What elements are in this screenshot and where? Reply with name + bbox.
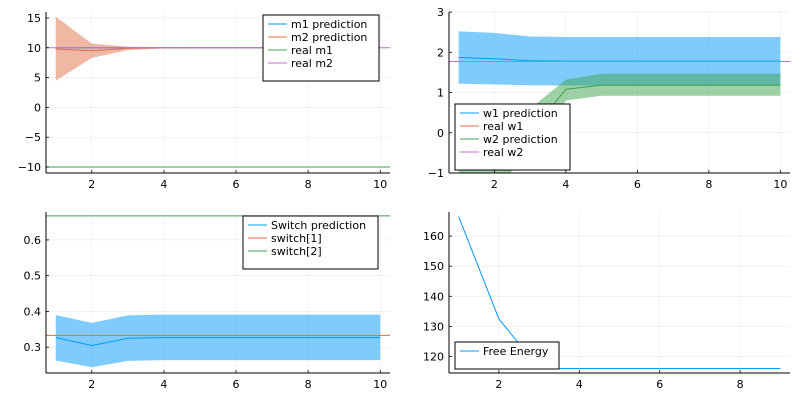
y-tick-label: 0.5 — [24, 270, 42, 283]
y-tick-label: 15 — [27, 12, 41, 25]
legend-box — [454, 341, 560, 370]
legend-entry: real m2 — [291, 57, 333, 70]
x-tick-label: 10 — [373, 378, 387, 391]
x-tick-label: 4 — [562, 178, 569, 191]
y-tick-label: 10 — [27, 42, 41, 55]
legend-entry: real m1 — [291, 44, 333, 57]
x-tick-label: 6 — [656, 378, 663, 391]
y-tick-label: 0.3 — [24, 341, 42, 354]
x-tick-label: 4 — [160, 378, 167, 391]
legend-entry: switch[1] — [271, 232, 322, 245]
x-tick-label: 8 — [305, 178, 312, 191]
plot-area — [458, 216, 781, 369]
y-tick-label: 160 — [423, 230, 444, 243]
x-tick-label: 2 — [88, 178, 95, 191]
y-tick-label: 1 — [437, 87, 444, 100]
legend-entry: real w2 — [483, 146, 523, 159]
x-tick-label: 6 — [634, 178, 641, 191]
x-tick-label: 10 — [773, 178, 787, 191]
y-tick-label: 150 — [423, 260, 444, 273]
legend-entry: m2 prediction — [291, 31, 367, 44]
y-tick-label: 3 — [437, 6, 444, 19]
y-tick-label: −1 — [428, 167, 444, 180]
x-tick-label: 6 — [233, 378, 240, 391]
x-tick-label: 10 — [373, 178, 387, 191]
y-tick-label: 0.6 — [24, 234, 42, 247]
legend-entry: m1 prediction — [291, 18, 367, 31]
y-tick-label: 120 — [423, 350, 444, 363]
x-tick-label: 2 — [88, 378, 95, 391]
y-tick-label: 0 — [437, 127, 444, 140]
legend: Free Energy — [454, 341, 560, 370]
x-tick-label: 8 — [305, 378, 312, 391]
y-tick-label: −10 — [18, 161, 41, 174]
series-line-1 — [55, 337, 381, 346]
x-tick-label: 2 — [491, 178, 498, 191]
y-tick-label: 0 — [34, 101, 41, 114]
y-tick-label: 140 — [423, 290, 444, 303]
legend-entry: w2 prediction — [483, 133, 558, 146]
legend-entry: Free Energy — [483, 345, 549, 358]
series-line-1 — [458, 216, 781, 369]
legend-box — [454, 103, 571, 171]
y-tick-label: 0.4 — [24, 305, 42, 318]
chart-panel-4: 2 4 6 8 120 130 140 150 160 Free Energy — [423, 212, 790, 391]
y-tick-label: 5 — [34, 72, 41, 85]
x-tick-label: 4 — [576, 378, 583, 391]
x-tick-label: 4 — [160, 178, 167, 191]
x-tick-label: 8 — [737, 378, 744, 391]
x-tick-label: 2 — [495, 378, 502, 391]
x-tick-label: 8 — [705, 178, 712, 191]
y-tick-label: 2 — [437, 46, 444, 59]
series-band-1 — [55, 314, 381, 368]
x-tick-label: 6 — [233, 178, 240, 191]
y-tick-label: −5 — [25, 131, 41, 144]
legend-entry: switch[2] — [271, 245, 322, 258]
legend-box — [262, 14, 380, 82]
legend-entry: w1 prediction — [483, 107, 558, 120]
plot-area — [46, 215, 390, 368]
legend-entry: real w1 — [483, 120, 523, 133]
series-band-1 — [458, 31, 781, 86]
legend-entry: Switch prediction — [271, 219, 366, 232]
y-tick-label: 130 — [423, 320, 444, 333]
